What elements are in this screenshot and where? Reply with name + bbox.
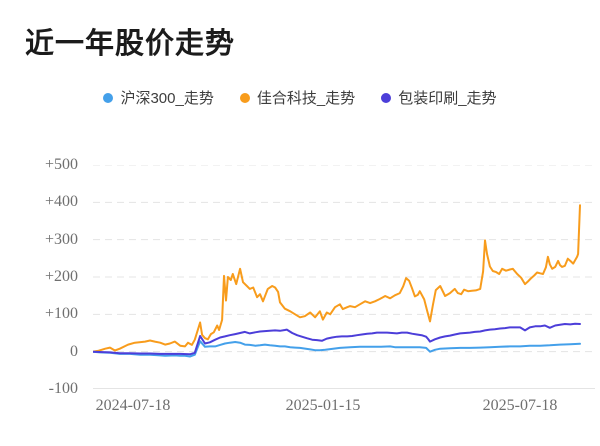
- legend-dot-icon: [103, 92, 114, 103]
- series-line-佳合科技_走势: [93, 204, 581, 353]
- legend-label: 佳合科技_走势: [256, 90, 356, 107]
- legend-label: 包装印刷_走势: [398, 90, 497, 107]
- x-axis-tick-label: 2025-01-15: [285, 397, 361, 414]
- legend-label: 沪深300_走势: [120, 90, 214, 107]
- y-axis-tick-label: +500: [44, 156, 78, 173]
- legend-dot-icon: [239, 92, 250, 103]
- series-line-沪深300_走势: [93, 340, 581, 358]
- legend-item-hs300[interactable]: 沪深300_走势: [103, 87, 214, 108]
- y-axis-tick-label: +200: [44, 268, 78, 285]
- legend-dot-icon: [381, 92, 392, 103]
- y-axis-tick-label: -100: [48, 380, 78, 397]
- series-line-包装印刷_走势: [93, 322, 581, 356]
- x-axis-tick-label: 2024-07-18: [95, 397, 171, 414]
- y-axis-tick-label: +400: [44, 193, 78, 211]
- legend-item-jiahe[interactable]: 佳合科技_走势: [239, 87, 356, 108]
- plot-svg: [93, 165, 595, 389]
- y-axis-tick-label: +300: [44, 230, 78, 248]
- y-axis-tick-label: 0: [70, 342, 78, 360]
- x-axis-tick-label: 2025-07-18: [482, 397, 558, 414]
- legend-item-packaging[interactable]: 包装印刷_走势: [381, 87, 497, 108]
- chart-legend: 沪深300_走势 佳合科技_走势 包装印刷_走势: [0, 87, 600, 108]
- y-axis-tick-label: +100: [44, 305, 78, 323]
- chart-title: 近一年股价走势: [25, 28, 236, 60]
